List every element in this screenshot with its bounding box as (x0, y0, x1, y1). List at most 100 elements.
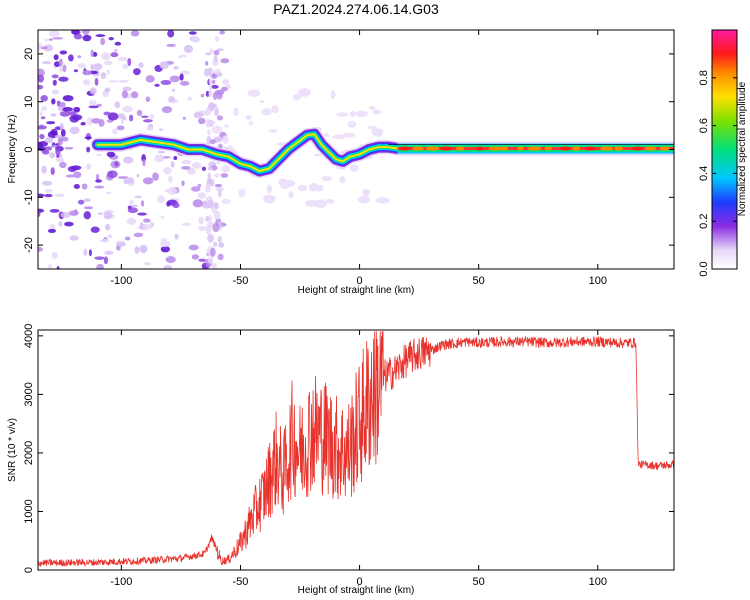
noise-blob (187, 167, 196, 175)
noise-blob (122, 63, 129, 70)
noise-blob (208, 90, 213, 98)
noise-blob (101, 52, 111, 61)
noise-blob (355, 110, 368, 118)
noise-blob (100, 37, 106, 46)
noise-blob (212, 92, 218, 101)
noise-blob (305, 199, 318, 207)
noise-blob (200, 93, 205, 98)
noise-blob (108, 36, 114, 41)
noise-blob (122, 105, 133, 113)
noise-blob (131, 91, 139, 99)
noise-blob (205, 224, 212, 235)
noise-blob (137, 212, 147, 216)
noise-blob (122, 86, 132, 92)
band-bead (527, 146, 542, 151)
noise-blob (64, 146, 74, 150)
noise-blob (179, 73, 184, 81)
snr-y-tick-label: 4000 (23, 324, 35, 348)
noise-blob (268, 129, 278, 133)
noise-blob (130, 204, 139, 208)
noise-blob (114, 161, 119, 167)
noise-blob (127, 57, 132, 67)
noise-blob (157, 150, 166, 154)
noise-blob (136, 109, 143, 117)
band-bead (476, 146, 483, 151)
noise-blob (133, 232, 144, 238)
noise-blob (82, 79, 91, 86)
noise-blob (136, 173, 140, 178)
noise-blob (40, 46, 48, 50)
colorbar: 0.0 0.2 0.4 0.6 0.8 Normalized spectral ampl… (698, 29, 748, 277)
noise-blob (55, 148, 61, 156)
spectrogram-y-tick-label: -20 (23, 237, 35, 253)
band-bead (572, 146, 581, 151)
noise-blob (247, 89, 261, 97)
noise-blob (216, 72, 223, 77)
noise-blob (263, 194, 276, 204)
noise-blob (58, 67, 64, 72)
noise-blob (47, 228, 57, 233)
noise-blob (114, 41, 122, 46)
noise-blob (261, 108, 272, 116)
noise-blob (110, 52, 119, 58)
noise-blob (179, 80, 190, 86)
noise-blob (41, 106, 48, 112)
noise-blob (44, 38, 48, 42)
noise-blob (105, 223, 111, 231)
noise-blob (48, 38, 54, 41)
noise-blob (83, 248, 88, 256)
noise-blob (51, 251, 58, 259)
snr-y-tick-label: 0 (23, 567, 35, 573)
noise-blob (288, 191, 294, 199)
noise-blob (68, 210, 79, 216)
snr-x-axis-label: Height of straight line (km) (298, 585, 415, 596)
noise-blob (214, 202, 219, 209)
noise-blob (106, 151, 116, 158)
noise-blob (373, 128, 384, 138)
noise-blob (213, 49, 220, 56)
noise-blob (84, 136, 93, 140)
noise-blob (96, 153, 102, 157)
noise-blob (104, 250, 114, 255)
noise-blob (201, 166, 207, 171)
noise-blob (216, 115, 224, 121)
colorbar-ticks: 0.0 0.2 0.4 0.6 0.8 (698, 70, 737, 277)
colorbar-tick-label: 0.4 (698, 166, 710, 181)
noise-blob (214, 183, 223, 188)
noise-blob (95, 34, 106, 38)
figure-title: PAZ1.2024.274.06.14.G03 (273, 1, 439, 17)
snr-frame (37, 329, 675, 571)
band-bead (614, 146, 624, 151)
noise-blob (62, 107, 73, 112)
noise-blob (142, 177, 154, 185)
band-bead (517, 146, 524, 151)
noise-blob (96, 263, 104, 269)
noise-blob (187, 96, 192, 101)
noise-blob (163, 264, 173, 269)
noise-blob (278, 178, 288, 187)
spectrogram-y-ticks: -20 -10 0 10 20 (23, 48, 674, 253)
noise-blob (88, 100, 97, 106)
noise-blob (210, 120, 216, 125)
noise-blob (121, 90, 128, 99)
noise-blob (206, 135, 212, 146)
noise-blob (86, 117, 93, 126)
noise-blob (143, 119, 153, 123)
noise-blob (83, 198, 91, 202)
noise-blob (51, 74, 59, 79)
noise-blob (94, 77, 99, 86)
noise-blob (73, 33, 83, 40)
noise-blob (197, 225, 207, 231)
noise-blob (60, 212, 71, 218)
noise-blob (266, 184, 272, 194)
noise-blob (56, 266, 60, 269)
noise-blob (221, 86, 228, 92)
noise-blob (134, 246, 140, 254)
noise-blob (297, 184, 308, 192)
noise-blob (44, 136, 54, 144)
noise-blob (215, 186, 225, 192)
noise-blob (167, 30, 175, 38)
noise-blob (159, 240, 171, 248)
noise-blob (69, 126, 80, 135)
